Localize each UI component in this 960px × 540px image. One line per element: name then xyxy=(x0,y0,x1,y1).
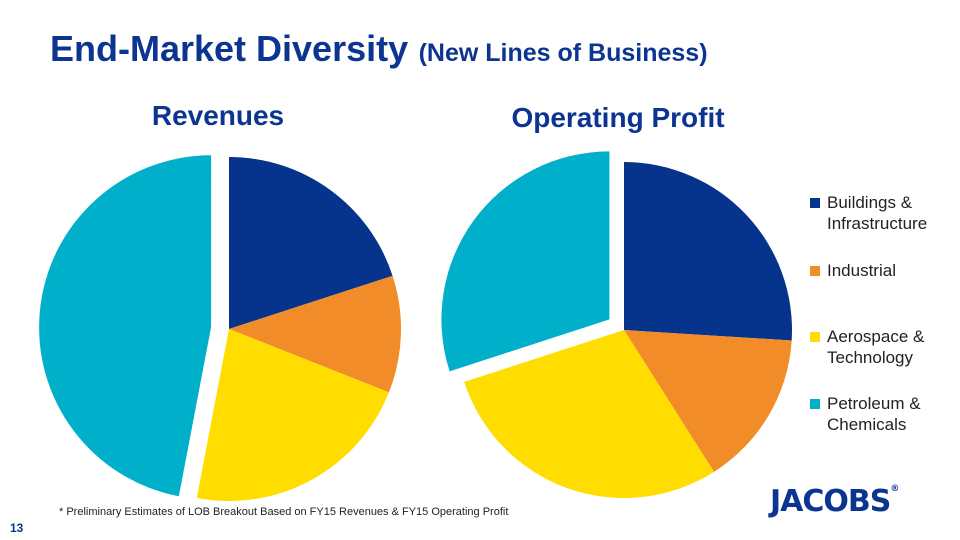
slide-title: End-Market Diversity (New Lines of Busin… xyxy=(50,28,708,70)
operating-profit-slice-petroleum xyxy=(441,151,610,372)
logo-text: JACOBS xyxy=(770,484,891,519)
slide-title-main: End-Market Diversity xyxy=(50,28,409,69)
legend-label-aerospace: Aerospace & Technology xyxy=(827,327,925,367)
revenues-pie xyxy=(39,155,401,501)
revenues-slice-buildings xyxy=(229,157,393,329)
footnote: * Preliminary Estimates of LOB Breakout … xyxy=(59,506,509,518)
operating-profit-pie xyxy=(441,151,793,499)
operating-profit-slice-aerospace xyxy=(464,330,715,499)
legend-swatch-buildings xyxy=(810,198,820,208)
legend-swatch-aerospace xyxy=(810,332,820,342)
revenues-chart-title: Revenues xyxy=(151,100,285,131)
slide-title-sub: (New Lines of Business) xyxy=(418,39,708,67)
legend-swatch-industrial xyxy=(810,266,820,276)
legend-label-industrial: Industrial xyxy=(827,261,896,280)
page-number: 13 xyxy=(10,521,24,535)
revenues-slice-aerospace xyxy=(196,329,389,501)
legend-label-petroleum: Petroleum & Chemicals xyxy=(827,394,921,434)
operating-profit-slice-industrial xyxy=(624,330,792,472)
operating-profit-chart-title: Operating Profit xyxy=(511,102,725,133)
operating-profit-slice-buildings xyxy=(624,162,793,341)
revenues-slice-petroleum xyxy=(39,155,212,497)
logo-registered-mark: ® xyxy=(890,484,900,494)
revenues-slice-industrial xyxy=(229,275,401,393)
legend-swatch-petroleum xyxy=(810,399,820,409)
jacobs-logo: JACOBS® xyxy=(770,484,899,519)
legend-label-buildings: Buildings & Infrastructure xyxy=(827,193,928,233)
